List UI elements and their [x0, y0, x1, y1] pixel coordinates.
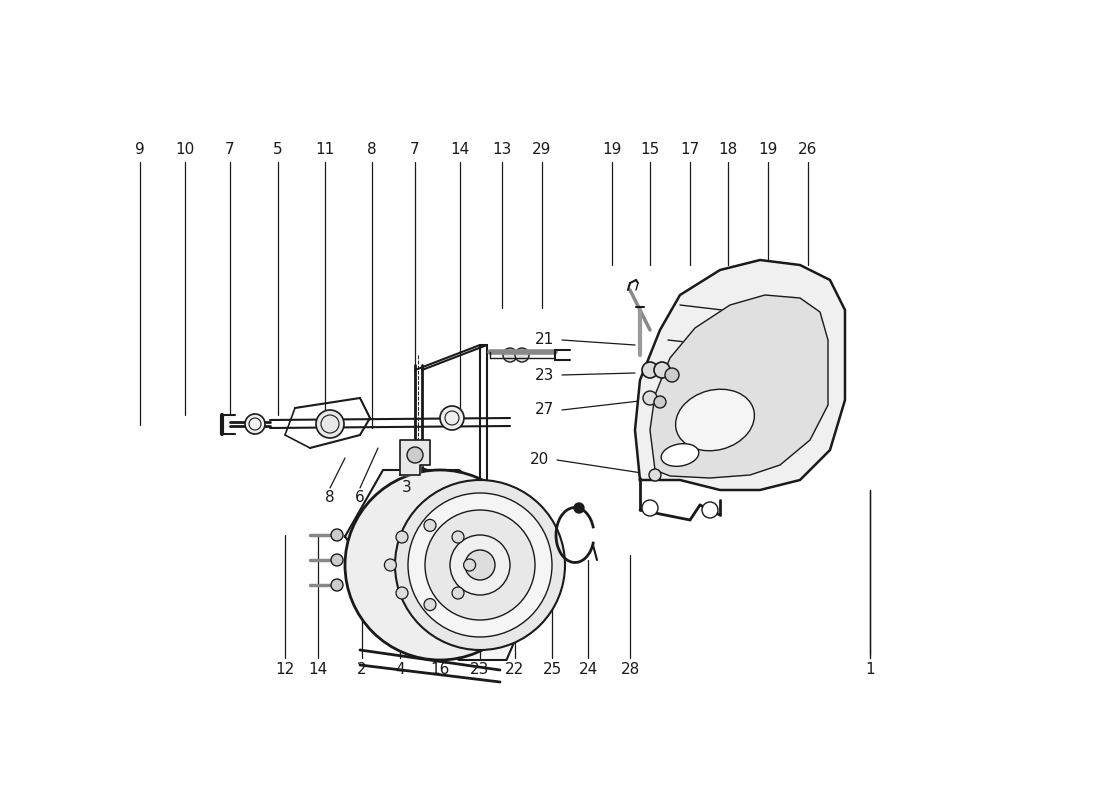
- Text: 28: 28: [620, 662, 639, 678]
- Text: 7: 7: [410, 142, 420, 158]
- Ellipse shape: [675, 390, 755, 450]
- Text: 12: 12: [275, 662, 295, 678]
- Circle shape: [395, 480, 565, 650]
- Circle shape: [316, 410, 344, 438]
- Circle shape: [331, 529, 343, 541]
- Circle shape: [384, 559, 396, 571]
- Circle shape: [452, 531, 464, 543]
- Circle shape: [440, 406, 464, 430]
- Circle shape: [331, 554, 343, 566]
- Text: 5: 5: [273, 142, 283, 158]
- Circle shape: [642, 500, 658, 516]
- Circle shape: [654, 362, 670, 378]
- Circle shape: [666, 368, 679, 382]
- Text: 3: 3: [403, 479, 411, 494]
- Text: 15: 15: [640, 142, 660, 158]
- Circle shape: [465, 550, 495, 580]
- Text: 23: 23: [471, 662, 490, 678]
- Polygon shape: [635, 260, 845, 490]
- Text: 26: 26: [799, 142, 817, 158]
- Text: 2: 2: [358, 662, 366, 678]
- Text: 25: 25: [542, 662, 562, 678]
- Text: 23: 23: [535, 367, 554, 382]
- Circle shape: [425, 510, 535, 620]
- Polygon shape: [400, 440, 430, 475]
- Text: 22: 22: [505, 662, 525, 678]
- Circle shape: [407, 447, 424, 463]
- Text: 20: 20: [530, 453, 549, 467]
- Text: 13: 13: [493, 142, 512, 158]
- Circle shape: [396, 531, 408, 543]
- Polygon shape: [650, 295, 828, 478]
- Text: 1: 1: [866, 662, 874, 678]
- Text: 27: 27: [535, 402, 554, 418]
- Circle shape: [345, 470, 535, 660]
- Circle shape: [644, 391, 657, 405]
- Text: 8: 8: [326, 490, 334, 506]
- Text: 6: 6: [355, 490, 365, 506]
- Circle shape: [331, 579, 343, 591]
- Circle shape: [649, 469, 661, 481]
- Circle shape: [515, 348, 529, 362]
- Text: 11: 11: [316, 142, 334, 158]
- Circle shape: [463, 559, 475, 571]
- Text: 4: 4: [395, 662, 405, 678]
- Circle shape: [408, 493, 552, 637]
- Circle shape: [424, 598, 436, 610]
- Ellipse shape: [661, 444, 698, 466]
- Circle shape: [574, 503, 584, 513]
- Text: 7: 7: [226, 142, 234, 158]
- Text: 29: 29: [532, 142, 552, 158]
- Circle shape: [450, 535, 510, 595]
- Circle shape: [396, 587, 408, 599]
- Circle shape: [452, 587, 464, 599]
- Circle shape: [424, 519, 436, 531]
- Text: 8: 8: [367, 142, 377, 158]
- Text: 21: 21: [535, 333, 554, 347]
- Text: 10: 10: [175, 142, 195, 158]
- Text: 14: 14: [450, 142, 470, 158]
- Polygon shape: [345, 470, 535, 660]
- Circle shape: [503, 348, 517, 362]
- Text: 17: 17: [681, 142, 700, 158]
- Text: 16: 16: [430, 662, 450, 678]
- Text: 19: 19: [603, 142, 622, 158]
- Circle shape: [702, 502, 718, 518]
- Text: 14: 14: [308, 662, 328, 678]
- Text: 9: 9: [135, 142, 145, 158]
- Circle shape: [654, 396, 666, 408]
- Text: 24: 24: [579, 662, 597, 678]
- Circle shape: [642, 362, 658, 378]
- Circle shape: [245, 414, 265, 434]
- Text: 18: 18: [718, 142, 738, 158]
- Text: 19: 19: [758, 142, 778, 158]
